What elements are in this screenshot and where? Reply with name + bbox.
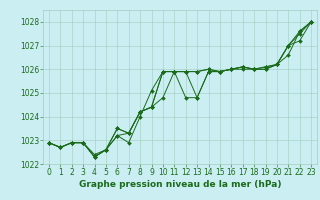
X-axis label: Graphe pression niveau de la mer (hPa): Graphe pression niveau de la mer (hPa) [79, 180, 281, 189]
